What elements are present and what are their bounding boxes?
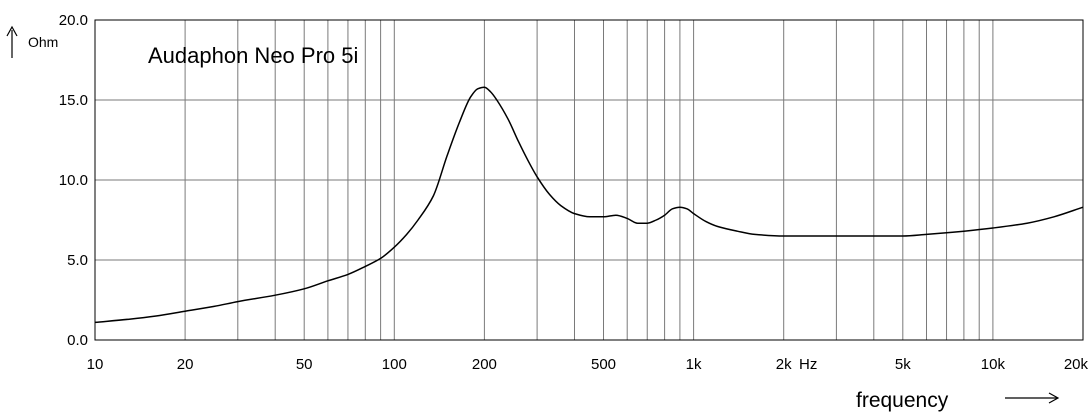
x-tick-label: 10 bbox=[87, 356, 104, 373]
x-tick-label: 50 bbox=[296, 356, 313, 373]
x-axis-unit: Hz bbox=[799, 356, 817, 373]
x-tick-label: 2k bbox=[776, 356, 792, 373]
impedance-curve bbox=[94, 86, 1084, 324]
chart-title: Audaphon Neo Pro 5i bbox=[148, 43, 358, 68]
y-tick-label: 20.0 bbox=[59, 12, 88, 29]
plot-frame bbox=[94, 19, 1084, 341]
y-tick-label: 15.0 bbox=[59, 92, 88, 109]
x-tick-label: 500 bbox=[591, 356, 616, 373]
x-axis-label: frequency bbox=[856, 389, 949, 412]
y-tick-label: 5.0 bbox=[67, 252, 88, 269]
x-tick-label: 20k bbox=[1064, 356, 1089, 373]
x-tick-label: 20 bbox=[177, 356, 194, 373]
x-tick-label: 100 bbox=[382, 356, 407, 373]
y-tick-label: 0.0 bbox=[67, 332, 88, 349]
y-tick-labels: 0.0 5.0 10.0 15.0 20.0 bbox=[59, 12, 88, 349]
y-tick-label: 10.0 bbox=[59, 172, 88, 189]
y-axis-unit: Ohm bbox=[28, 34, 58, 50]
x-axis-arrow bbox=[1005, 392, 1060, 404]
x-tick-label: 5k bbox=[895, 356, 911, 373]
x-tick-labels: 10 20 50 100 200 500 1k 2k 5k 10k 20k bbox=[87, 356, 1089, 373]
x-tick-label: 10k bbox=[981, 356, 1006, 373]
x-tick-label: 200 bbox=[472, 356, 497, 373]
y-axis-arrow bbox=[6, 25, 18, 58]
x-tick-label: 1k bbox=[686, 356, 702, 373]
